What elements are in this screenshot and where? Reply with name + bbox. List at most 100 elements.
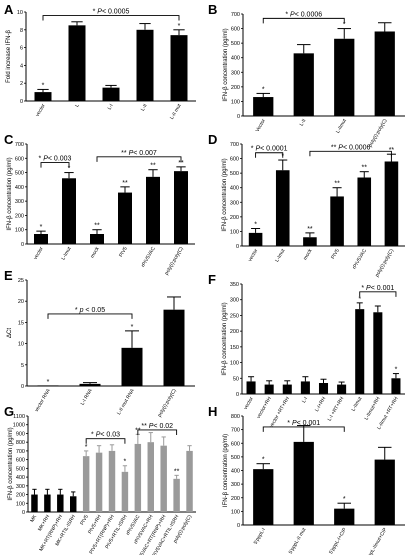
x-tick-label: L-IImut+RH (364, 396, 382, 422)
bar (146, 176, 160, 244)
bar (79, 383, 101, 386)
panel-letter: H (208, 404, 217, 419)
significance-star: * (124, 459, 127, 466)
panel-a: A 0 2 4 6 8 10 Fold increase IFN-β * vector L L-I L-… (4, 2, 196, 121)
bar (253, 469, 274, 525)
y-tick-label: 100 (231, 509, 240, 515)
bar (90, 234, 104, 244)
y-tick-label: 300 (231, 482, 240, 488)
significance-star: * (254, 222, 257, 229)
bar (334, 38, 355, 117)
significance-star: ** (174, 468, 180, 475)
significance-star: ** (307, 226, 313, 233)
p-value-annotation: ** P< 0.007 (121, 150, 157, 157)
p-value-annotation: * P< 0.03 (91, 432, 120, 439)
y-tick-label: 0 (236, 244, 239, 250)
x-tick-label: vector (247, 248, 259, 263)
x-tick-label: poly(I):poly(C) (164, 246, 185, 276)
bar (293, 441, 314, 525)
y-tick-label: 100 (231, 99, 240, 105)
y-tick-label: 200 (230, 329, 239, 335)
bar (253, 97, 274, 116)
x-tick-label: L-IImut (350, 395, 363, 412)
y-tick-label: 300 (15, 199, 24, 205)
x-tick-label: Vector (255, 118, 267, 134)
y-tick-label: 25 (18, 278, 24, 284)
panel-h: H 0 100 200 300 400 500 600 700 800 IFN-β concentr… (208, 404, 405, 555)
bar (374, 31, 395, 116)
bar (374, 459, 395, 525)
bar (173, 478, 180, 512)
x-tick-label: rPIV5VAC (352, 248, 369, 271)
y-tick-label: 200 (231, 85, 240, 91)
y-tick-label: 200 (15, 213, 24, 219)
significance-bracket (47, 313, 133, 319)
y-tick-label: 8 (20, 28, 23, 34)
x-tick-label: L-Imut (274, 247, 287, 263)
bar (118, 192, 132, 244)
panel-f: F 0 50 100 150 200 250 300 350 IFN-β concentratio… (208, 272, 405, 431)
y-tick-label: 400 (16, 475, 25, 481)
y-tick-label: 0 (22, 510, 25, 516)
x-tick-label: PIV5 (118, 246, 129, 259)
y-tick-label: 700 (231, 428, 240, 434)
panel-letter: A (4, 2, 14, 17)
y-tick-label: 600 (230, 157, 239, 163)
y-tick-label: 900 (16, 431, 25, 437)
p-value-annotation: ** P< 0.0006 (331, 144, 371, 151)
bar (357, 177, 372, 246)
significance-star: * (395, 367, 398, 374)
bar (147, 442, 154, 512)
y-tick-label: 0 (237, 523, 240, 529)
y-tick-label: 0 (21, 242, 24, 248)
y-tick-label: 400 (231, 469, 240, 475)
x-tick-label: L-I+RH (314, 396, 327, 413)
significance-star: ** (389, 147, 395, 154)
y-tick-label: 100 (230, 229, 239, 235)
bar (355, 309, 365, 394)
x-tick-label: PIV5 (79, 514, 90, 527)
bar (163, 309, 185, 386)
x-tick-label: L-I (107, 103, 115, 111)
significance-star: ** (362, 165, 368, 172)
bar (160, 445, 167, 512)
y-axis-label: IFN-β concentration (pg/ml) (222, 158, 228, 231)
bar (282, 384, 292, 394)
y-tick-label: 700 (16, 449, 25, 455)
y-tick-label: 800 (16, 440, 25, 446)
significance-bracket (359, 291, 397, 297)
x-tick-label: L-I (301, 396, 309, 404)
y-tick-label: 0 (21, 384, 24, 390)
y-axis-label: IFN-β concentration (pg/ml) (223, 28, 229, 101)
y-tick-label: 300 (231, 70, 240, 76)
panel-letter: E (4, 268, 13, 283)
y-tick-label: 200 (230, 215, 239, 221)
x-tick-label: mock (302, 248, 313, 262)
significance-bracket (85, 438, 126, 444)
x-tick-label: L-II (140, 103, 149, 112)
significance-star: * (85, 444, 88, 451)
bar (384, 161, 399, 246)
p-value-annotation: * p < 0.05 (75, 307, 105, 314)
y-tick-label: 1000 (13, 423, 25, 429)
bar (318, 383, 329, 394)
significance-star: * (131, 324, 134, 331)
bar (34, 92, 52, 101)
bar (82, 456, 90, 512)
bar (95, 452, 103, 512)
bar (37, 385, 59, 386)
y-tick-label: 400 (230, 186, 239, 192)
y-tick-label: 1100 (13, 414, 25, 420)
bar (391, 378, 401, 394)
x-tick-label: 5'pppL-IImut+CIP (364, 526, 389, 555)
x-tick-label: L-II (299, 118, 308, 127)
x-tick-label: vector (243, 396, 255, 411)
bar (136, 29, 154, 101)
y-tick-label: 10 (17, 10, 23, 16)
x-tick-label: L-II mut (169, 102, 183, 120)
y-tick-label: 150 (230, 345, 239, 351)
significance-star: * (262, 457, 265, 464)
panel-b: B 0 100 200 300 400 500 600 700 IFN-β concentrati… (208, 2, 405, 148)
bar (57, 494, 64, 512)
significance-bracket (42, 15, 180, 21)
